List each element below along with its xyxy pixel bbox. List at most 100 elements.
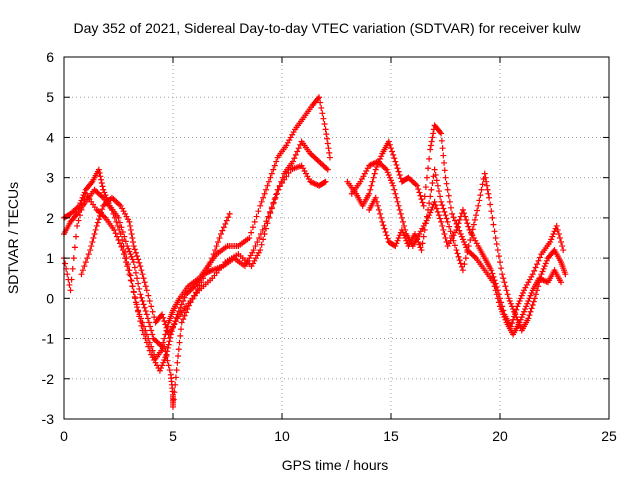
data-point bbox=[98, 209, 105, 216]
data-point bbox=[264, 182, 271, 189]
data-point bbox=[444, 218, 451, 225]
data-point bbox=[468, 230, 475, 237]
data-point bbox=[453, 247, 460, 254]
data-point bbox=[112, 230, 119, 237]
data-point bbox=[401, 222, 408, 229]
data-point bbox=[548, 236, 555, 243]
data-point bbox=[172, 374, 179, 381]
data-point bbox=[485, 190, 492, 197]
data-point bbox=[539, 268, 546, 275]
data-point bbox=[531, 295, 538, 302]
data-point bbox=[492, 280, 499, 287]
data-point bbox=[132, 269, 139, 276]
data-point bbox=[180, 298, 187, 305]
data-point bbox=[494, 247, 501, 254]
data-point bbox=[541, 263, 548, 270]
data-point bbox=[125, 267, 132, 274]
data-point bbox=[265, 213, 272, 220]
data-point bbox=[445, 192, 452, 199]
data-point bbox=[213, 243, 220, 250]
data-point bbox=[250, 247, 257, 254]
data-point bbox=[137, 291, 144, 298]
y-tick-label: 6 bbox=[46, 49, 54, 65]
data-point bbox=[484, 186, 491, 193]
data-point bbox=[203, 267, 210, 274]
data-point bbox=[488, 267, 495, 274]
data-point bbox=[483, 178, 490, 185]
data-point bbox=[135, 280, 142, 287]
data-point bbox=[177, 332, 184, 339]
data-point bbox=[82, 259, 89, 266]
data-point bbox=[519, 289, 526, 296]
data-point bbox=[136, 311, 143, 318]
data-point bbox=[96, 169, 103, 176]
data-point bbox=[425, 206, 432, 213]
data-point bbox=[391, 186, 398, 193]
data-point bbox=[512, 311, 519, 318]
data-point bbox=[128, 253, 135, 260]
data-point bbox=[132, 249, 139, 256]
data-point bbox=[127, 251, 134, 258]
data-point bbox=[540, 265, 547, 272]
data-point bbox=[537, 275, 544, 282]
data-point bbox=[324, 166, 331, 173]
y-tick-label: 2 bbox=[46, 210, 54, 226]
data-point bbox=[371, 170, 378, 177]
data-point bbox=[390, 151, 397, 158]
data-point bbox=[529, 271, 536, 278]
data-point bbox=[534, 287, 541, 294]
data-point bbox=[396, 206, 403, 213]
data-point bbox=[499, 271, 506, 278]
data-point bbox=[69, 265, 76, 272]
data-point bbox=[490, 221, 497, 228]
data-point bbox=[526, 312, 533, 319]
data-point bbox=[122, 238, 129, 245]
data-point bbox=[251, 218, 258, 225]
data-point bbox=[502, 283, 509, 290]
data-point bbox=[442, 235, 449, 241]
data-point bbox=[383, 166, 390, 173]
data-point bbox=[462, 255, 469, 262]
data-point bbox=[192, 289, 199, 296]
data-point bbox=[500, 275, 507, 282]
data-point bbox=[518, 292, 525, 299]
data-point bbox=[273, 190, 280, 197]
data-point bbox=[373, 198, 380, 205]
data-point bbox=[292, 151, 299, 158]
data-point bbox=[145, 335, 152, 342]
data-point bbox=[476, 197, 483, 204]
data-point bbox=[536, 279, 543, 286]
data-point bbox=[368, 182, 375, 189]
data-point bbox=[79, 267, 86, 274]
data-point bbox=[503, 287, 510, 294]
data-point bbox=[477, 192, 484, 199]
data-point bbox=[76, 212, 83, 219]
data-point bbox=[160, 314, 167, 321]
data-point bbox=[142, 327, 149, 334]
data-point bbox=[555, 230, 562, 237]
data-point bbox=[372, 166, 379, 173]
data-point bbox=[439, 222, 446, 229]
data-point bbox=[209, 255, 216, 262]
data-point bbox=[81, 189, 88, 196]
data-point bbox=[438, 198, 445, 205]
data-point bbox=[419, 199, 426, 206]
x-tick-label: 15 bbox=[383, 428, 399, 444]
data-point bbox=[366, 190, 373, 197]
data-point bbox=[159, 311, 166, 318]
data-point bbox=[166, 367, 173, 374]
data-point bbox=[434, 182, 441, 189]
data-point bbox=[543, 257, 550, 264]
data-point bbox=[127, 277, 134, 284]
data-point bbox=[513, 314, 520, 321]
y-tick-label: 4 bbox=[46, 129, 54, 145]
data-point bbox=[426, 200, 433, 207]
data-point bbox=[75, 217, 82, 224]
data-point bbox=[141, 304, 148, 311]
data-point bbox=[455, 220, 462, 227]
data-point bbox=[146, 298, 153, 305]
data-point bbox=[137, 263, 144, 270]
data-point bbox=[433, 205, 440, 212]
data-point bbox=[493, 283, 500, 290]
data-point bbox=[426, 155, 433, 162]
